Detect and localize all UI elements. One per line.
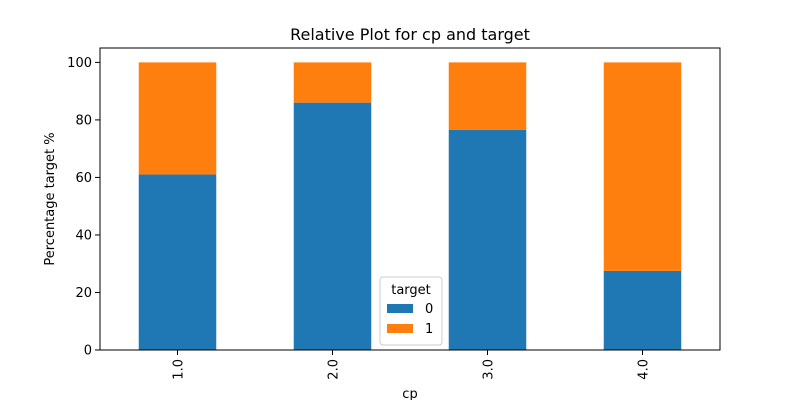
bar-4.0-series-1 (603, 62, 682, 271)
x-axis-ticks: 1.0 2.0 3.0 4.0 (172, 350, 652, 380)
x-tick-label: 4.0 (637, 359, 652, 380)
chart-title: Relative Plot for cp and target (290, 25, 530, 44)
y-axis-title: Percentage target % (43, 132, 58, 265)
legend-label-series-0: 0 (425, 302, 433, 317)
y-tick-label: 20 (75, 286, 92, 301)
x-tick-label: 3.0 (482, 359, 497, 380)
x-axis-title: cp (402, 387, 417, 400)
y-tick-label: 80 (75, 113, 92, 128)
legend-swatch-series-1 (387, 324, 413, 333)
bar-3.0-series-0 (448, 129, 527, 350)
legend-title: target (391, 283, 431, 298)
y-tick-label: 100 (67, 56, 92, 71)
y-tick-label: 0 (84, 344, 92, 359)
bar-2.0-series-0 (293, 102, 372, 351)
bar-2.0-series-1 (293, 62, 372, 103)
plot-frame (99, 47, 721, 351)
y-tick-label: 40 (75, 228, 92, 243)
bar-1.0-series-1 (138, 62, 217, 175)
legend: target 0 1 (379, 276, 443, 346)
legend-swatch-series-0 (387, 304, 413, 313)
bar-1.0-series-0 (138, 174, 217, 350)
bar-3.0-series-1 (448, 62, 527, 130)
x-tick-label: 2.0 (327, 359, 342, 380)
x-tick-label: 1.0 (172, 359, 187, 380)
bar-4.0-series-0 (603, 270, 682, 350)
y-axis-ticks: 0 20 40 60 80 100 (67, 56, 100, 359)
bars-group (138, 62, 682, 351)
legend-label-series-1: 1 (425, 322, 433, 337)
y-tick-label: 60 (75, 171, 92, 186)
